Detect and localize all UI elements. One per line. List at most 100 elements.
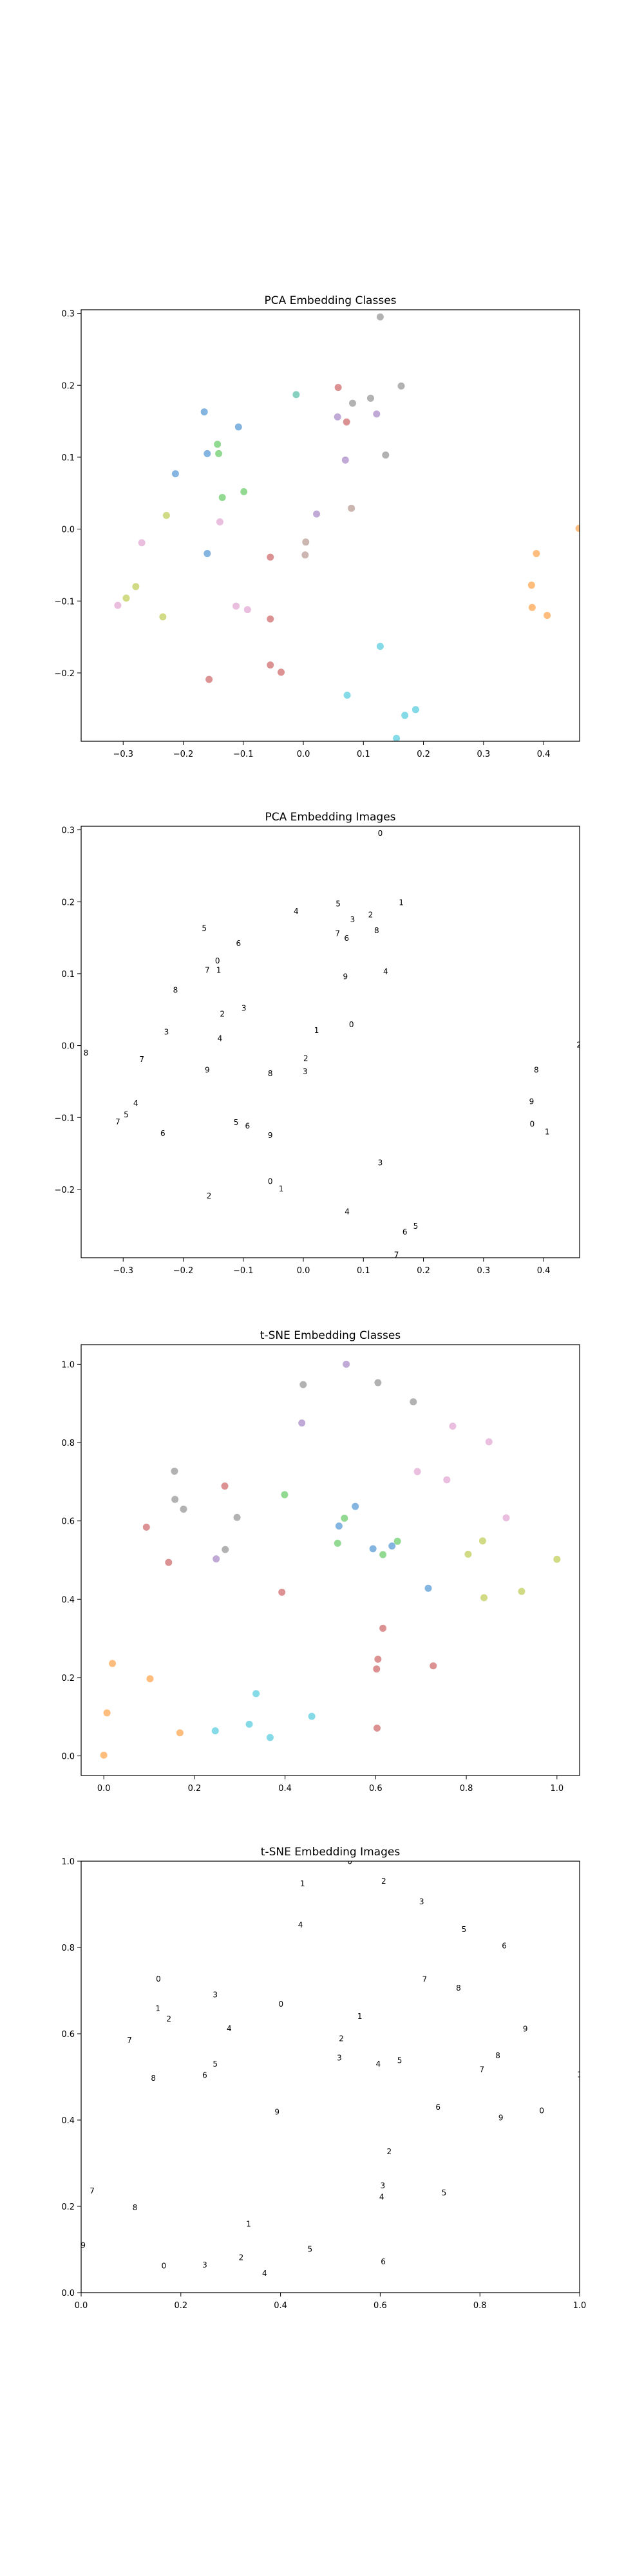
y-tick-label: 0.0 [61,526,75,535]
image-thumbnail-point: 8 [173,986,178,995]
image-thumbnail-point: 1 [357,2012,363,2021]
image-thumbnail-point: 2 [207,1191,212,1200]
data-point [100,1751,108,1759]
data-point [544,612,551,620]
image-thumbnail-point: 5 [462,1925,467,1934]
y-tick-label: −0.1 [54,597,75,607]
image-thumbnail-point: 2 [303,1054,308,1063]
image-thumbnail-point: 1 [399,898,404,907]
image-thumbnail-point: 8 [374,926,379,935]
image-thumbnail-point: 2 [576,1040,582,1049]
data-point [464,1550,472,1558]
data-point [518,1587,526,1595]
image-thumbnail-point: 6 [202,2070,207,2079]
image-thumbnail-point: 0 [268,1177,273,1186]
image-thumbnail-point: 7 [335,929,340,938]
image-thumbnail-point: 5 [234,1118,239,1127]
data-point [349,399,357,407]
data-point [343,1360,350,1368]
image-thumbnail-point: 9 [529,1097,535,1106]
image-thumbnail-point: 6 [402,1227,408,1236]
x-tick-label: −0.2 [173,1266,194,1276]
chart-3: 0.0 0.2 0.4 0.6 0.8 1.0 0.0 0.2 0.4 0.6 0.8 1.0 t-SN… [61,1329,580,1794]
image-thumbnail-point: 7 [127,2036,132,2045]
y-tick-label: 0.0 [61,2289,75,2298]
data-point [502,1514,510,1522]
data-point [334,384,342,392]
image-thumbnail-point: 4 [218,1034,223,1043]
image-thumbnail-point: 3 [303,1067,308,1076]
image-thumbnail-point: 3 [213,1991,218,2000]
image-thumbnail-point: 5 [413,1222,419,1231]
y-tick-label: 0.8 [61,1944,75,1953]
data-point [397,382,405,390]
data-point [480,1594,488,1602]
image-thumbnail-point: 5 [336,900,341,909]
data-point [413,1468,421,1475]
image-thumbnail-point: 8 [133,2203,138,2212]
y-tick-label: 0.3 [61,826,75,836]
axes-frame [80,1861,580,2293]
data-point [410,1398,417,1406]
x-tick-label: −0.2 [173,750,194,759]
x-tick-label: 0.0 [297,1266,310,1276]
x-tick-label: 0.0 [97,1784,111,1794]
data-point [221,1482,229,1490]
data-point [301,551,309,559]
y-tick-label: 0.1 [61,453,75,463]
x-tick-label: 0.0 [297,750,310,759]
x-tick-label: 0.6 [369,1784,383,1794]
data-point [142,1523,150,1531]
data-point [430,1662,437,1670]
x-tick-label: 0.3 [477,1266,490,1276]
data-point [341,1514,348,1522]
data-point [122,594,130,602]
y-tick-label: 0.3 [61,310,75,319]
data-point [200,408,208,416]
axes-frame [80,309,580,742]
data-point [132,583,140,591]
data-point [335,1522,343,1530]
data-point [165,1558,173,1566]
y-tick-label: −0.2 [54,1186,75,1195]
data-point [176,1729,184,1737]
y-tick-label: 0.2 [61,2202,75,2212]
data-point [281,1491,289,1499]
y-tick-label: −0.2 [54,669,75,679]
image-thumbnail-point: 0 [279,2000,284,2009]
data-point [343,418,350,426]
data-point [267,553,274,561]
data-point [369,1545,377,1553]
x-tick-label: 0.8 [460,1784,473,1794]
image-thumbnail-point: 1 [545,1128,550,1137]
image-thumbnail-point: 5 [307,2244,312,2253]
data-point [180,1505,187,1513]
image-thumbnail-point: 0 [349,1020,354,1029]
data-point [341,456,349,464]
image-thumbnail-point: 1 [155,2004,160,2013]
image-thumbnail-point: 6 [236,939,242,948]
image-thumbnail-point: 8 [84,1048,89,1057]
y-tick-label: 0.0 [61,1042,75,1052]
image-thumbnail-point: 8 [534,1066,539,1075]
y-tick-label: 0.4 [61,1595,75,1605]
chart-title: t-SNE Embedding Classes [260,1329,401,1342]
image-thumbnail-point: 5 [213,2060,218,2069]
data-point [373,1724,381,1732]
x-tick-label: 0.2 [174,2301,187,2311]
data-point [553,1555,561,1563]
x-tick-label: −0.1 [233,750,254,759]
image-thumbnail-point: 6 [435,2103,440,2112]
image-thumbnail-point: 0 [162,2261,167,2270]
image-thumbnail-point: 5 [124,1110,129,1119]
data-point [267,661,274,669]
data-point [343,692,351,699]
data-point [299,1381,307,1388]
x-tick-label: 0.4 [537,750,551,759]
data-point [245,1720,253,1728]
data-point [204,450,211,457]
chart-title: PCA Embedding Images [265,811,395,824]
data-point [379,1551,387,1558]
data-point [528,603,536,611]
